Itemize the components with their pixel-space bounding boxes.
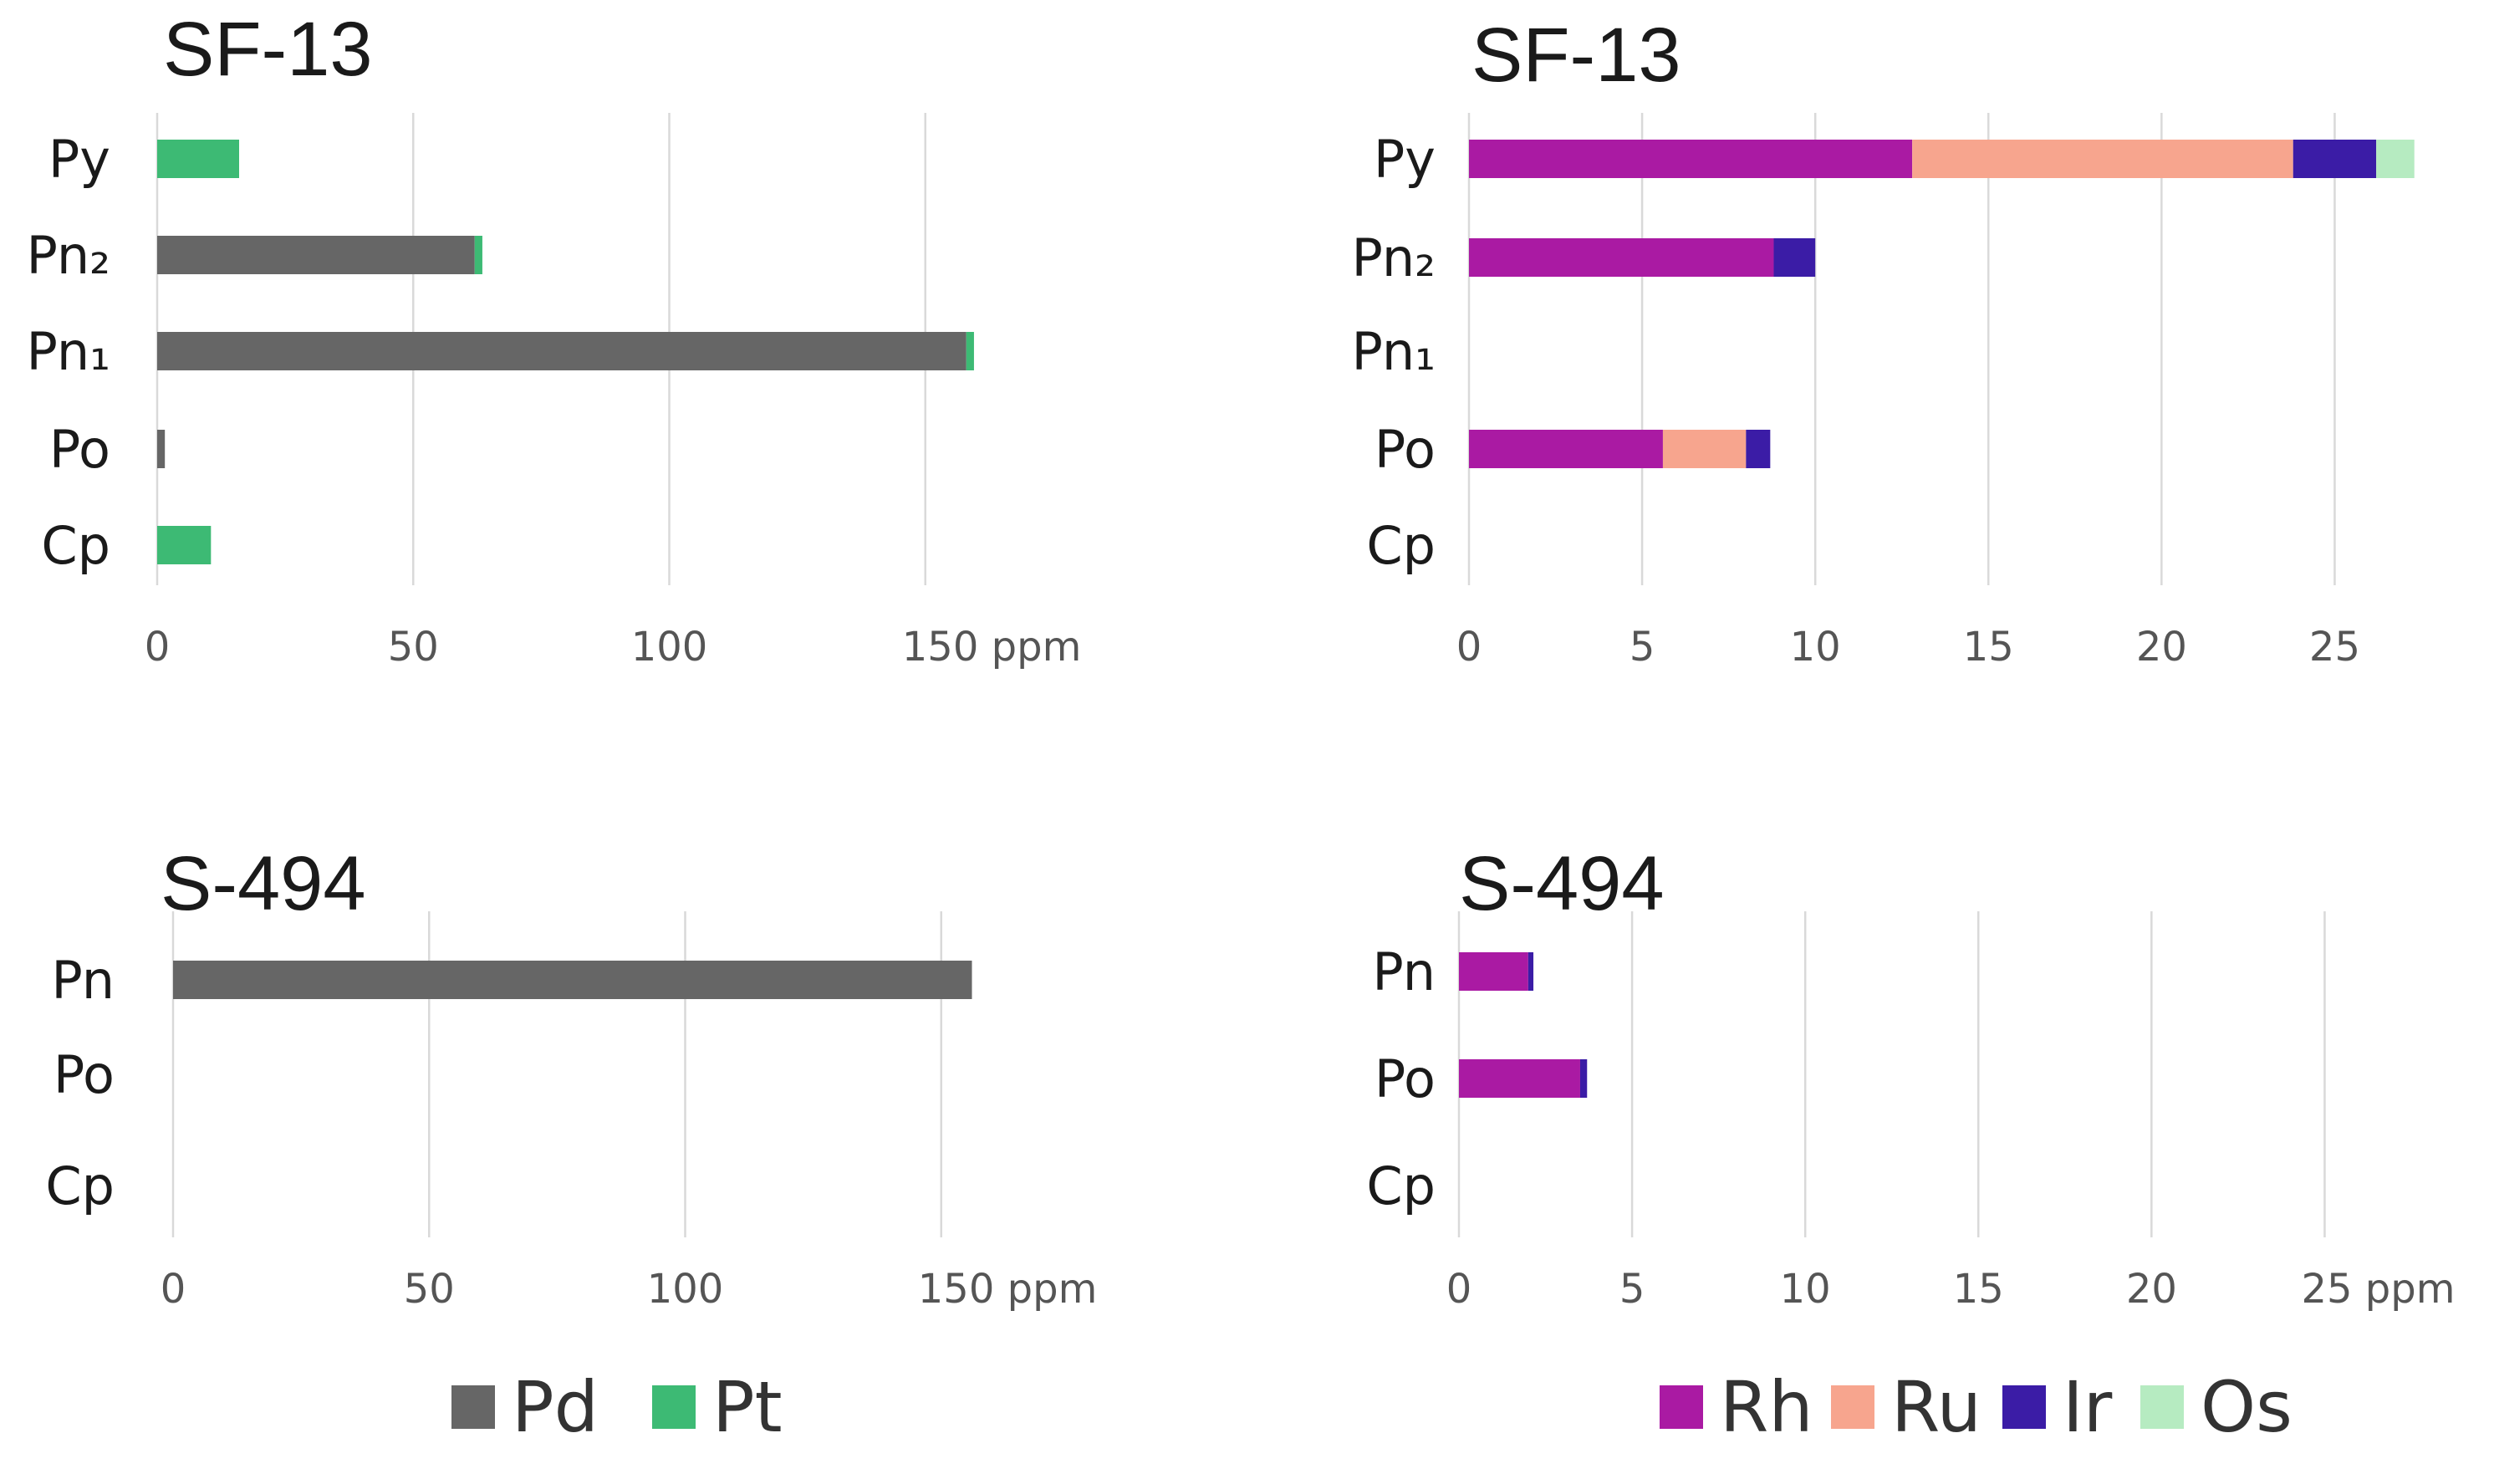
x-tick-label: 100 <box>647 1266 724 1313</box>
bar-ir-3 <box>1746 430 1771 468</box>
bar-rh-0 <box>1459 952 1528 991</box>
bar-rh-1 <box>1459 1059 1580 1098</box>
legend-swatch-pt <box>652 1385 696 1429</box>
category-label: Py <box>1374 129 1436 190</box>
chart-s494-pd-pt: S-494 0 50 100 150 ppm Pn Po Cp <box>45 841 1097 1313</box>
x-tick-label: 5 <box>1630 624 1655 671</box>
bar-ir-0 <box>1528 952 1534 991</box>
legend-swatch-pd <box>451 1385 495 1429</box>
x-tick-label: 20 <box>2126 1266 2177 1313</box>
x-tick-label: 5 <box>1619 1266 1645 1313</box>
category-label: Po <box>49 419 110 480</box>
x-tick-label: 50 <box>404 1266 455 1313</box>
x-tick-label: 25 <box>2309 624 2360 671</box>
bar-pt-1 <box>474 236 482 274</box>
bar-pt-2 <box>966 332 974 370</box>
category-label: Pn₁ <box>1352 321 1436 382</box>
x-tick-label: 15 <box>1963 624 2014 671</box>
bar-ru-0 <box>1912 140 2293 178</box>
legend-label-rh: Rh <box>1720 1366 1813 1448</box>
x-tick-label: 150 ppm <box>902 624 1082 671</box>
category-label: Cp <box>45 1155 115 1216</box>
category-label: Cp <box>41 515 110 576</box>
legend-label-pt: Pt <box>712 1366 783 1448</box>
x-tick-label: 15 <box>1953 1266 2004 1313</box>
category-label: Po <box>1375 1048 1436 1109</box>
bar-os-0 <box>2376 140 2415 178</box>
bar-ir-1 <box>1773 238 1816 277</box>
legend-label-os: Os <box>2201 1366 2293 1448</box>
bar-rh-3 <box>1469 430 1663 468</box>
x-tick-label: 150 ppm <box>918 1266 1098 1313</box>
category-label: Cp <box>1366 515 1436 576</box>
category-label: Cp <box>1366 1155 1436 1216</box>
bar-rh-1 <box>1469 238 1774 277</box>
chart-title: S-494 <box>1459 841 1665 926</box>
chart-sf13-rh-ru-ir-os: SF-13 0 5 10 15 20 25 Py Pn₂ Pn₁ Po Cp <box>1352 13 2415 671</box>
chart-title: SF-13 <box>163 7 373 92</box>
chart-s494-rh-ru-ir-os: S-494 0 5 10 15 20 25 ppm Pn Po Cp <box>1366 841 2455 1313</box>
legend-label-ru: Ru <box>1891 1366 1981 1448</box>
x-tick-label: 0 <box>1456 624 1482 671</box>
category-label: Py <box>48 129 110 190</box>
bar-pd-2 <box>157 332 966 370</box>
x-tick-label: 25 ppm <box>2301 1266 2455 1313</box>
category-label: Pn <box>1372 941 1436 1002</box>
category-label: Po <box>1375 419 1436 480</box>
bar-pd-0 <box>173 961 972 999</box>
bar-rh-0 <box>1469 140 1913 178</box>
legend-label-ir: Ir <box>2063 1366 2113 1448</box>
category-label: Pn <box>51 950 115 1011</box>
legend-rh-ru-ir-os: Rh Ru Ir Os <box>1660 1366 2293 1448</box>
category-label: Pn₁ <box>27 321 110 382</box>
legend-swatch-ru <box>1831 1385 1874 1429</box>
bar-pd-3 <box>157 430 166 468</box>
x-tick-label: 0 <box>1446 1266 1472 1313</box>
chart-sf13-pd-pt: SF-13 0 50 100 150 ppm Py Pn₂ Pn₁ Po Cp <box>27 7 1082 671</box>
bar-ir-1 <box>1579 1059 1588 1098</box>
legend-swatch-os <box>2140 1385 2184 1429</box>
legend-swatch-ir <box>2002 1385 2046 1429</box>
legend-swatch-rh <box>1660 1385 1703 1429</box>
bar-pt-4 <box>157 526 212 564</box>
chart-title: S-494 <box>161 841 366 926</box>
category-label: Po <box>54 1044 115 1105</box>
legend-label-pd: Pd <box>512 1366 599 1448</box>
x-tick-label: 0 <box>161 1266 186 1313</box>
bar-ru-3 <box>1662 430 1747 468</box>
x-tick-label: 0 <box>145 624 171 671</box>
legend-pd-pt: Pd Pt <box>451 1366 783 1448</box>
x-tick-label: 100 <box>631 624 708 671</box>
chart-title: SF-13 <box>1471 13 1681 98</box>
x-tick-label: 10 <box>1790 624 1841 671</box>
x-tick-label: 50 <box>388 624 439 671</box>
category-label: Pn₂ <box>1352 227 1436 288</box>
category-label: Pn₂ <box>27 225 110 286</box>
x-tick-label: 20 <box>2136 624 2187 671</box>
x-tick-label: 10 <box>1780 1266 1831 1313</box>
bar-pt-0 <box>157 140 239 178</box>
bar-pd-1 <box>157 236 475 274</box>
bar-ir-0 <box>2293 140 2377 178</box>
